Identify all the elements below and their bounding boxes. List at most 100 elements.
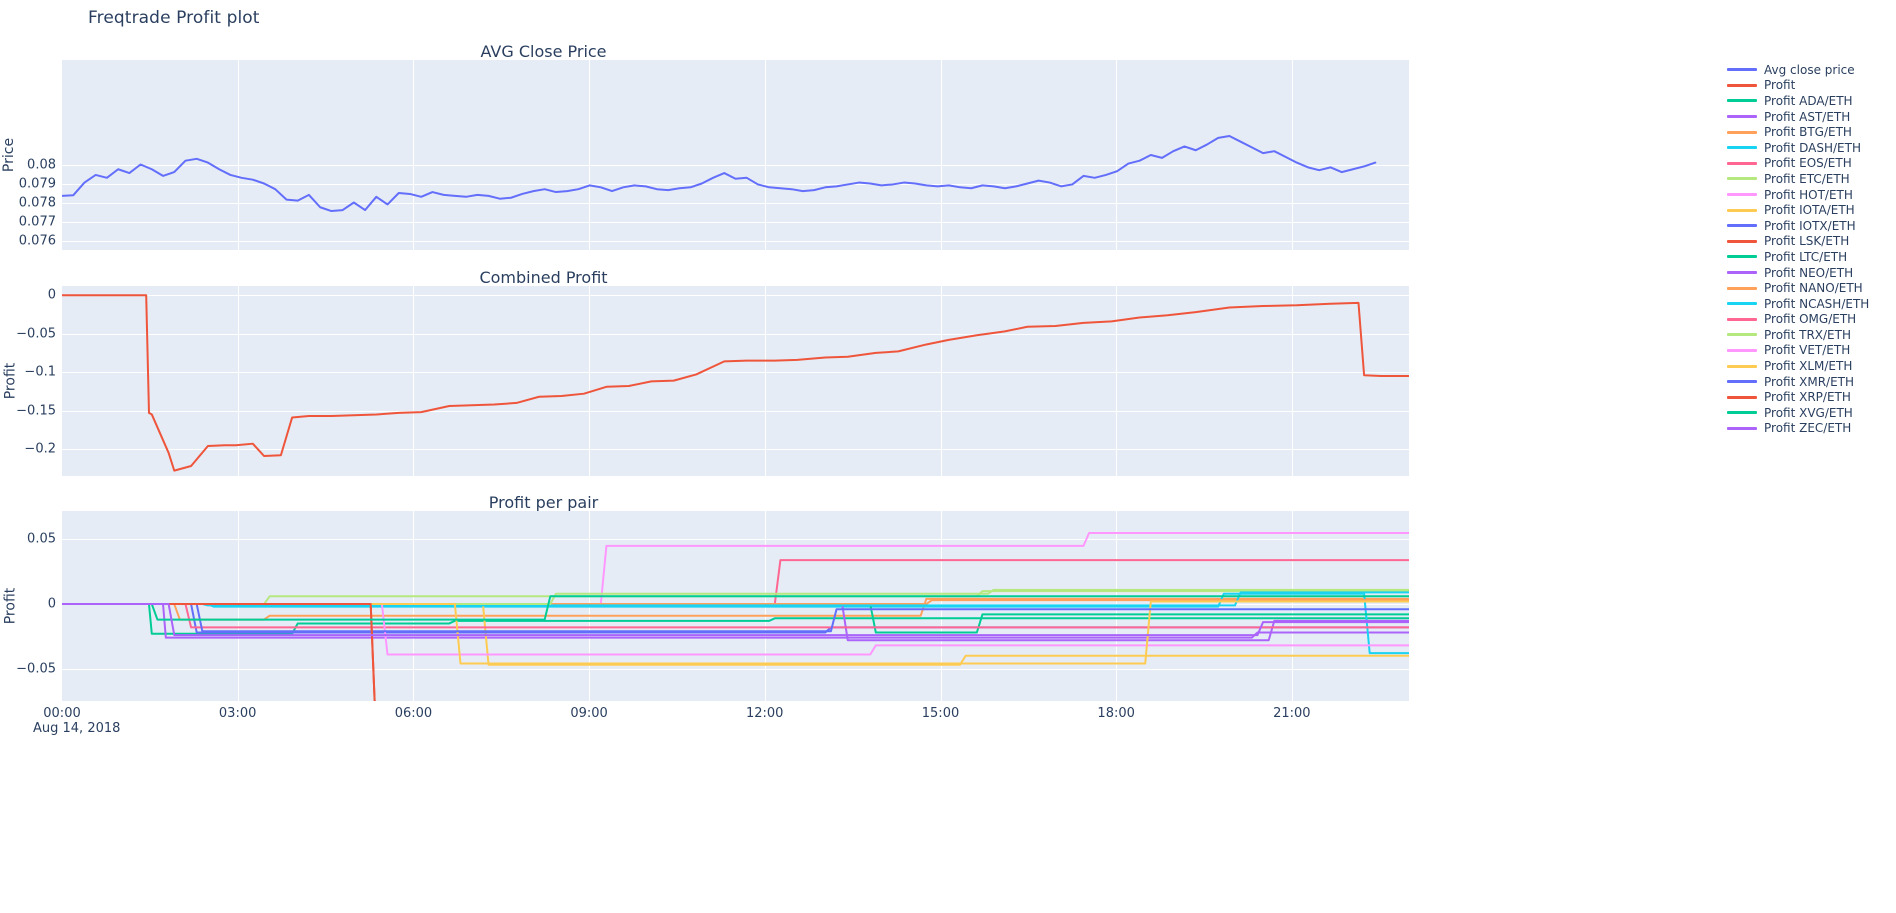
ytick-label: −0.15 bbox=[16, 403, 56, 419]
legend-item[interactable]: Profit XMR/ETH bbox=[1727, 374, 1895, 390]
gridline-horizontal bbox=[62, 202, 1409, 204]
series-line[interactable] bbox=[62, 135, 1377, 213]
legend-item[interactable]: Profit DASH/ETH bbox=[1727, 140, 1895, 156]
yaxis-title-combined-profit: Profit bbox=[2, 362, 19, 400]
gridline-horizontal bbox=[62, 449, 1409, 451]
legend-item[interactable]: Profit TRX/ETH bbox=[1727, 327, 1895, 343]
subplot-avg-close-price: AVG Close Price 0.076 0.077 0.078 0.079 0.08… bbox=[0, 42, 1727, 262]
legend-color-swatch bbox=[1727, 348, 1757, 352]
legend-color-swatch bbox=[1727, 333, 1757, 337]
legend-item-label: Profit IOTA/ETH bbox=[1764, 203, 1855, 218]
ytick-label: −0.05 bbox=[16, 326, 56, 342]
ytick-label: 0 bbox=[47, 287, 56, 303]
gridline-vertical bbox=[589, 286, 591, 476]
legend-item-label: Profit HOT/ETH bbox=[1764, 187, 1853, 202]
legend-item-label: Avg close price bbox=[1764, 62, 1855, 77]
legend-item-label: Profit BTG/ETH bbox=[1764, 125, 1852, 140]
plot-area-combined-profit bbox=[62, 286, 1409, 476]
legend-item[interactable]: Profit LSK/ETH bbox=[1727, 234, 1895, 250]
gridline-horizontal bbox=[62, 164, 1409, 166]
legend-item-label: Profit ETC/ETH bbox=[1764, 171, 1850, 186]
series-line[interactable] bbox=[62, 597, 1409, 621]
plot-area-avg-close-price bbox=[62, 60, 1409, 250]
series-line[interactable] bbox=[62, 603, 1409, 701]
legend-color-swatch bbox=[1727, 99, 1757, 103]
legend-item[interactable]: Profit NANO/ETH bbox=[1727, 280, 1895, 296]
xtick-label: 09:00 bbox=[570, 706, 608, 721]
legend-item-label: Profit XVG/ETH bbox=[1764, 405, 1853, 420]
xtick-label: 03:00 bbox=[218, 706, 257, 721]
gridline-vertical bbox=[1291, 511, 1293, 701]
legend-color-swatch bbox=[1727, 380, 1757, 384]
legend-color-swatch bbox=[1727, 239, 1757, 243]
yaxis-title-avg-close-price: Price bbox=[1, 137, 18, 173]
yaxis-title-profit-per-pair: Profit bbox=[2, 587, 19, 625]
series-line[interactable] bbox=[62, 588, 1409, 606]
legend-item[interactable]: Profit AST/ETH bbox=[1727, 109, 1895, 125]
legend-item[interactable]: Profit IOTX/ETH bbox=[1727, 218, 1895, 234]
legend-item[interactable]: Profit NEO/ETH bbox=[1727, 265, 1895, 281]
legend-color-swatch bbox=[1727, 130, 1757, 134]
legend-item-label: Profit bbox=[1764, 78, 1796, 93]
legend-color-swatch bbox=[1727, 411, 1757, 415]
series-line[interactable] bbox=[62, 600, 1409, 665]
gridline-vertical bbox=[1291, 60, 1293, 250]
ytick-label: 0.079 bbox=[18, 176, 56, 191]
gridline-vertical bbox=[1116, 286, 1118, 476]
legend-color-swatch bbox=[1727, 364, 1757, 368]
xtick-label: 21:00 bbox=[1273, 706, 1311, 721]
legend-item-label: Profit DASH/ETH bbox=[1764, 140, 1861, 155]
legend-item[interactable]: Avg close price bbox=[1727, 62, 1895, 78]
legend-item[interactable]: Profit BTG/ETH bbox=[1727, 124, 1895, 140]
legend-item-label: Profit AST/ETH bbox=[1764, 109, 1851, 124]
legend-item[interactable]: Profit ETC/ETH bbox=[1727, 171, 1895, 187]
legend-item-label: Profit XMR/ETH bbox=[1764, 374, 1855, 389]
gridline-horizontal bbox=[62, 183, 1409, 185]
legend-item[interactable]: Profit XRP/ETH bbox=[1727, 389, 1895, 405]
legend-color-swatch bbox=[1727, 255, 1757, 259]
legend-item[interactable]: Profit EOS/ETH bbox=[1727, 156, 1895, 172]
legend-color-swatch bbox=[1727, 115, 1757, 119]
legend-item-label: Profit NEO/ETH bbox=[1764, 265, 1854, 280]
gridline-horizontal bbox=[62, 221, 1409, 223]
gridline-vertical bbox=[237, 60, 239, 250]
legend-item[interactable]: Profit LTC/ETH bbox=[1727, 249, 1895, 265]
xaxis-date-label: Aug 14, 2018 bbox=[33, 721, 121, 736]
legend-item[interactable]: Profit NCASH/ETH bbox=[1727, 296, 1895, 312]
legend-item-label: Profit OMG/ETH bbox=[1764, 312, 1857, 327]
xaxis: 00:00 03:00 06:00 09:00 12:00 15:00 18:00 21:00 bbox=[43, 706, 1409, 756]
series-line[interactable] bbox=[62, 294, 1409, 472]
legend-color-swatch bbox=[1727, 68, 1757, 72]
legend-item[interactable]: Profit ADA/ETH bbox=[1727, 93, 1895, 109]
series-line[interactable] bbox=[62, 559, 1409, 606]
series-line[interactable] bbox=[62, 603, 1409, 656]
gridline-vertical bbox=[940, 286, 942, 476]
gridline-horizontal bbox=[62, 410, 1409, 412]
legend-color-swatch bbox=[1727, 208, 1757, 212]
series-line[interactable] bbox=[62, 603, 1409, 635]
legend-color-swatch bbox=[1727, 286, 1757, 290]
ytick-label: −0.05 bbox=[16, 661, 56, 677]
ytick-label: 0.078 bbox=[18, 195, 56, 210]
legend-item[interactable]: Profit XVG/ETH bbox=[1727, 405, 1895, 421]
series-line[interactable] bbox=[62, 603, 1409, 637]
legend-color-swatch bbox=[1727, 193, 1757, 197]
legend-item-label: Profit TRX/ETH bbox=[1764, 327, 1851, 342]
legend-item-label: Profit LSK/ETH bbox=[1764, 234, 1850, 249]
legend-item-label: Profit IOTX/ETH bbox=[1764, 218, 1856, 233]
subplot-combined-profit: Combined Profit 0 −0.05 −0.1 −0.15 −0.2 Prof… bbox=[0, 268, 1727, 488]
page-title: Freqtrade Profit plot bbox=[88, 8, 260, 28]
legend-item[interactable]: Profit HOT/ETH bbox=[1727, 187, 1895, 203]
legend-item-label: Profit VET/ETH bbox=[1764, 343, 1851, 358]
legend-item[interactable]: Profit OMG/ETH bbox=[1727, 312, 1895, 328]
legend: Avg close price Profit Profit ADA/ETH Profi… bbox=[1727, 62, 1895, 436]
legend-item[interactable]: Profit IOTA/ETH bbox=[1727, 202, 1895, 218]
legend-item[interactable]: Profit bbox=[1727, 78, 1895, 94]
legend-item[interactable]: Profit XLM/ETH bbox=[1727, 358, 1895, 374]
legend-item-label: Profit EOS/ETH bbox=[1764, 156, 1852, 171]
series-layer bbox=[62, 135, 1377, 213]
gridline-vertical bbox=[940, 60, 942, 250]
legend-item[interactable]: Profit ZEC/ETH bbox=[1727, 421, 1895, 437]
legend-item[interactable]: Profit VET/ETH bbox=[1727, 343, 1895, 359]
